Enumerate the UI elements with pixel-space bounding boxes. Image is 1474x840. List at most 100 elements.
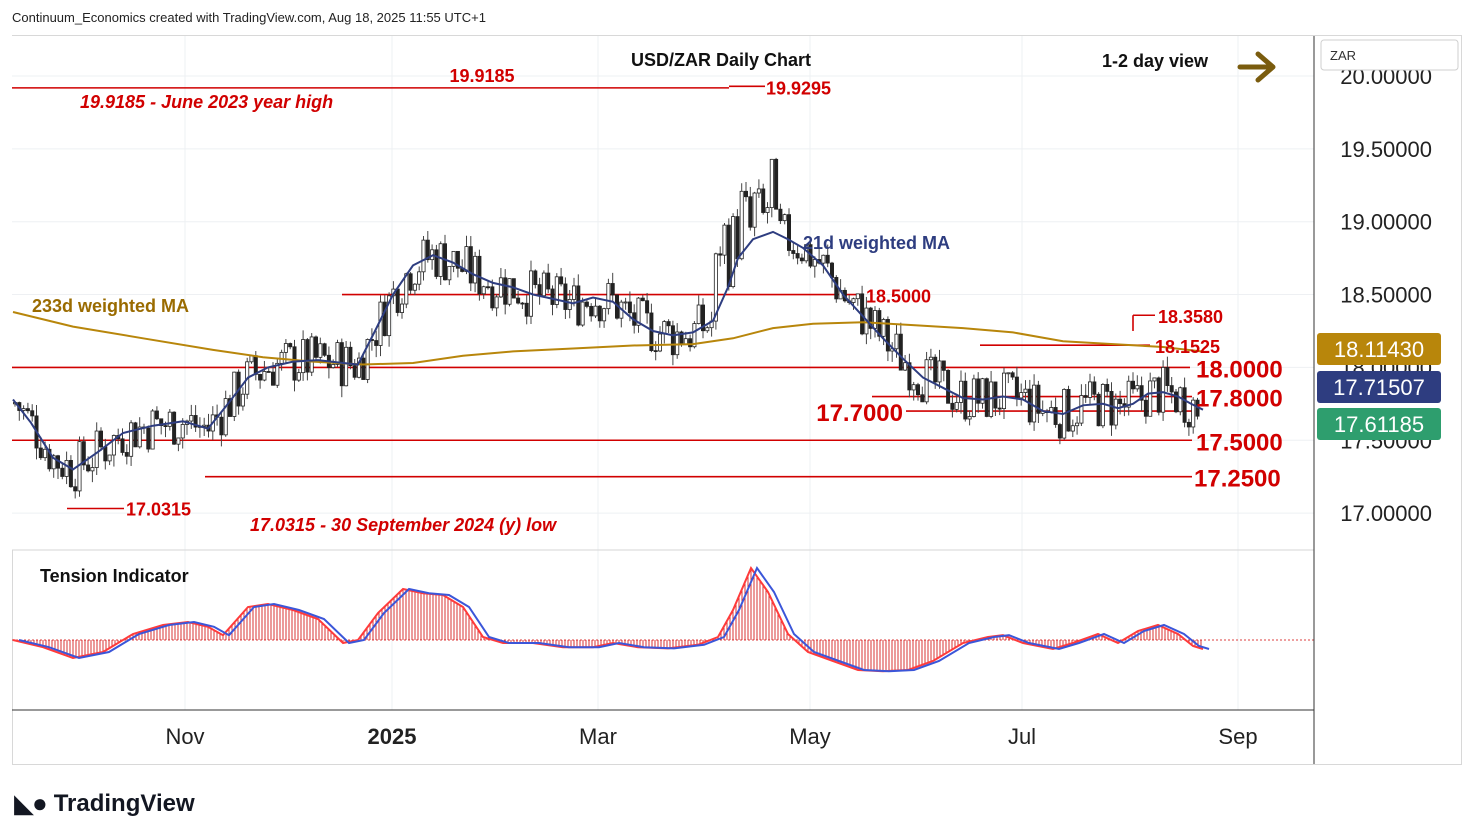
candle-body [1186, 421, 1191, 428]
candle-body [584, 301, 589, 307]
candle-body [1019, 392, 1024, 399]
price-badge: 17.61185 [1317, 408, 1441, 440]
tradingview-logo-icon: ◣● [14, 788, 48, 818]
candle-body [219, 416, 224, 436]
candle-body [438, 243, 443, 277]
candle-body [524, 302, 529, 317]
candle-body [167, 411, 172, 427]
candle-body [984, 378, 989, 417]
candle-body [90, 467, 95, 472]
currency-box[interactable] [1320, 39, 1459, 71]
candle-body [25, 408, 30, 412]
candle-body [946, 369, 951, 404]
candle-body [129, 422, 134, 457]
candle-body [296, 372, 301, 381]
candle [481, 285, 486, 299]
level-label: 19.9185 [449, 66, 514, 86]
candle-body [980, 378, 985, 404]
candle-body [408, 273, 413, 291]
candle [1161, 360, 1166, 421]
candle-body [799, 257, 804, 262]
ma-21d-label: 21d weighted MA [803, 233, 950, 253]
candlestick-series[interactable] [12, 157, 1200, 499]
candle-body [765, 207, 770, 213]
candle [1152, 377, 1157, 389]
candle [25, 402, 30, 414]
candle [99, 427, 104, 452]
candle-body [455, 250, 460, 269]
candle [1113, 393, 1118, 430]
candle-body [1152, 377, 1157, 382]
candle-body [1174, 391, 1179, 413]
candle [954, 393, 959, 413]
candle [412, 283, 417, 296]
candle [1083, 384, 1088, 403]
candle [752, 191, 757, 237]
candle [1100, 383, 1105, 429]
candle [572, 277, 577, 307]
candle [318, 337, 323, 364]
candle [533, 269, 538, 289]
y-axis: 17.0000017.5000018.0000018.5000019.00000… [1317, 64, 1441, 526]
candle [503, 269, 508, 315]
candle [1006, 372, 1011, 384]
candle [774, 157, 779, 210]
candle-body [744, 190, 749, 198]
candle-body [546, 272, 551, 290]
x-tick-label: Sep [1218, 724, 1257, 749]
candle-body [1139, 385, 1144, 401]
candle [713, 252, 718, 330]
candle [971, 374, 976, 418]
candle [696, 295, 701, 325]
candle [477, 249, 482, 301]
candle [258, 373, 263, 389]
candle [563, 277, 568, 320]
candle [137, 417, 142, 449]
candle-body [1161, 367, 1166, 413]
candle-body [202, 424, 207, 427]
candle [520, 301, 525, 310]
candle [851, 297, 856, 310]
chart-title: USD/ZAR Daily Chart [631, 50, 811, 70]
ma-233d-label: 233d weighted MA [32, 296, 189, 316]
candle-body [645, 300, 650, 314]
candle [438, 241, 443, 285]
candle [524, 295, 529, 325]
candle-body [688, 338, 693, 348]
candle-body [761, 188, 766, 213]
candle [765, 202, 770, 224]
candle-body [348, 346, 353, 367]
candle-body [133, 422, 138, 448]
candle-body [356, 357, 361, 378]
candle-body [898, 333, 903, 371]
tradingview-brand[interactable]: ◣● TradingView [14, 788, 195, 819]
candle [593, 298, 598, 318]
candle [941, 360, 946, 382]
tension-fast-line [12, 565, 1204, 673]
candle-body [275, 362, 280, 386]
candle-body [485, 286, 490, 289]
price-badge-label: 17.61185 [1334, 412, 1424, 437]
candle-body [885, 319, 890, 352]
y-tick-label: 17.00000 [1340, 501, 1432, 526]
candle-body [911, 384, 916, 391]
candle [778, 203, 783, 225]
candle [1191, 397, 1196, 434]
candle [374, 330, 379, 358]
candle-body [451, 250, 456, 267]
candle-body [748, 196, 753, 228]
candle-body [834, 277, 839, 300]
candle [898, 322, 903, 371]
candle [468, 236, 473, 292]
candle-body [442, 243, 447, 281]
candle [262, 360, 267, 382]
candle [1023, 380, 1028, 402]
candle-body [270, 371, 275, 386]
price-badge-box [1317, 371, 1441, 403]
candle [670, 320, 675, 366]
candle-body [976, 378, 981, 404]
candle [688, 334, 693, 352]
y-tick-label: 19.50000 [1340, 137, 1432, 162]
candle [1092, 376, 1097, 401]
candle [421, 235, 426, 281]
